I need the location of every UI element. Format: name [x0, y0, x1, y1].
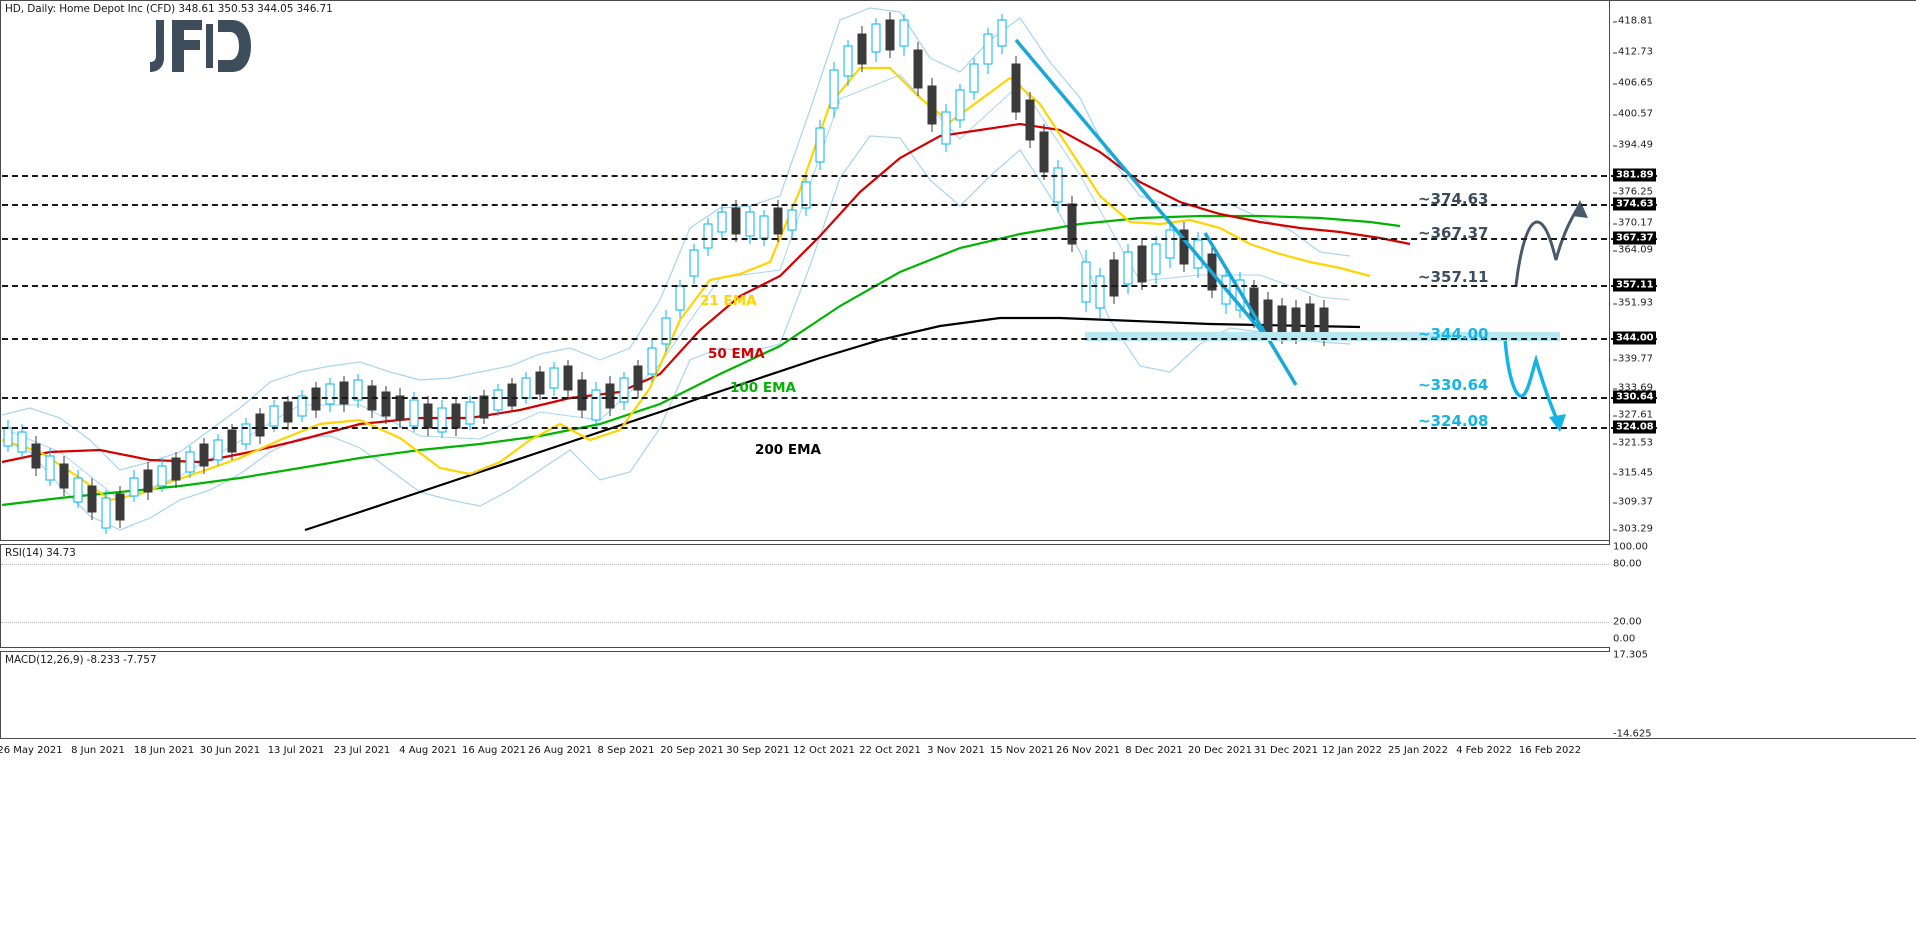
- level-label-367: ~367.37: [1418, 224, 1489, 242]
- axis-tick: 412.73: [1613, 47, 1653, 58]
- axis-tick: 406.65: [1613, 78, 1653, 89]
- rsi-tick-0: 0.00: [1613, 633, 1636, 645]
- date-label: 30 Jun 2021: [199, 745, 261, 756]
- price-tag-367: 367.37: [1613, 231, 1657, 245]
- ema-50-caption: 50 EMA: [708, 346, 765, 362]
- jfd-logo: [150, 20, 251, 72]
- axis-tick: 321.53: [1613, 438, 1653, 449]
- macd-header: MACD(12,26,9) -8.233 -7.757: [5, 654, 157, 666]
- date-label: 15 Nov 2021: [989, 745, 1055, 756]
- price-axis-panel: [1609, 0, 1916, 739]
- date-label: 8 Dec 2021: [1125, 745, 1183, 756]
- level-line-381: [2, 175, 1657, 177]
- date-label: 16 Feb 2022: [1518, 745, 1582, 756]
- date-label: 18 Jun 2021: [133, 745, 195, 756]
- price-tag-357: 357.11: [1613, 278, 1657, 292]
- date-label: 25 Jan 2022: [1388, 745, 1448, 756]
- date-label: 4 Feb 2022: [1456, 745, 1512, 756]
- rsi-guide-80: [1, 564, 1609, 565]
- axis-tick: 400.57: [1613, 109, 1653, 120]
- axis-tick: 327.61: [1613, 410, 1653, 421]
- level-line-357: [2, 285, 1657, 287]
- date-label: 23 Jul 2021: [333, 745, 391, 756]
- axis-tick: 339.77: [1613, 354, 1653, 365]
- date-label: 4 Aug 2021: [399, 745, 457, 756]
- level-label-374: ~374.63: [1418, 190, 1489, 208]
- price-tag-344: 344.00: [1613, 331, 1657, 345]
- level-line-324: [2, 427, 1657, 429]
- level-line-374: [2, 204, 1657, 206]
- level-label-344: ~344.00: [1418, 325, 1489, 343]
- level-label-330: ~330.64: [1418, 376, 1489, 394]
- axis-tick: 376.25: [1613, 187, 1653, 198]
- price-tag-374: 374.63: [1613, 197, 1657, 211]
- date-label: 12 Jan 2022: [1322, 745, 1382, 756]
- price-tag-330: 330.64: [1613, 390, 1657, 404]
- rsi-guide-20: [1, 622, 1609, 623]
- date-label: 20 Dec 2021: [1188, 745, 1252, 756]
- level-label-324: ~324.08: [1418, 412, 1489, 430]
- level-line-330: [2, 397, 1657, 399]
- date-label: 8 Sep 2021: [597, 745, 655, 756]
- level-label-357: ~357.11: [1418, 268, 1489, 286]
- level-line-367: [2, 238, 1657, 240]
- axis-tick: 418.81: [1613, 16, 1653, 27]
- rsi-tick-100: 100.00: [1613, 541, 1648, 553]
- ema-100-caption: 100 EMA: [730, 380, 796, 396]
- date-label: 16 Aug 2021: [461, 745, 527, 756]
- date-label: 26 May 2021: [0, 745, 63, 756]
- macd-tick-low: -14.625: [1613, 728, 1652, 740]
- axis-tick: 364.09: [1613, 245, 1653, 256]
- ema-21-caption: 21 EMA: [700, 293, 757, 309]
- ema-200-caption: 200 EMA: [755, 442, 821, 458]
- date-label: 26 Nov 2021: [1055, 745, 1121, 756]
- price-tag-324: 324.08: [1613, 420, 1657, 434]
- axis-tick: 394.49: [1613, 140, 1653, 151]
- macd-panel[interactable]: MACD(12,26,9) -8.233 -7.757: [0, 651, 1610, 739]
- rsi-tick-80: 80.00: [1613, 558, 1642, 570]
- price-chart-panel[interactable]: HD, Daily: Home Depot Inc (CFD) 348.61 3…: [0, 0, 1610, 541]
- axis-tick: 315.45: [1613, 468, 1653, 479]
- rsi-header: RSI(14) 34.73: [5, 547, 76, 559]
- rsi-panel[interactable]: RSI(14) 34.73: [0, 544, 1610, 648]
- axis-tick: 303.29: [1613, 524, 1653, 535]
- date-label: 26 Aug 2021: [527, 745, 593, 756]
- level-line-344: [2, 338, 1657, 340]
- axis-tick: 370.17: [1613, 218, 1653, 229]
- chart-title: HD, Daily: Home Depot Inc (CFD) 348.61 3…: [5, 3, 333, 15]
- axis-tick: 309.37: [1613, 497, 1653, 508]
- date-label: 31 Dec 2021: [1254, 745, 1318, 756]
- axis-tick: 333.69: [1613, 383, 1653, 394]
- date-label: 3 Nov 2021: [927, 745, 985, 756]
- date-label: 22 Oct 2021: [859, 745, 921, 756]
- date-label: 13 Jul 2021: [267, 745, 325, 756]
- rsi-tick-20: 20.00: [1613, 616, 1642, 628]
- price-tag-381: 381.89: [1613, 168, 1657, 182]
- date-label: 8 Jun 2021: [71, 745, 125, 756]
- date-label: 12 Oct 2021: [793, 745, 855, 756]
- date-label: 20 Sep 2021: [660, 745, 724, 756]
- axis-tick: 351.93: [1613, 298, 1653, 309]
- date-label: 30 Sep 2021: [726, 745, 790, 756]
- macd-tick-high: 17.305: [1613, 649, 1648, 661]
